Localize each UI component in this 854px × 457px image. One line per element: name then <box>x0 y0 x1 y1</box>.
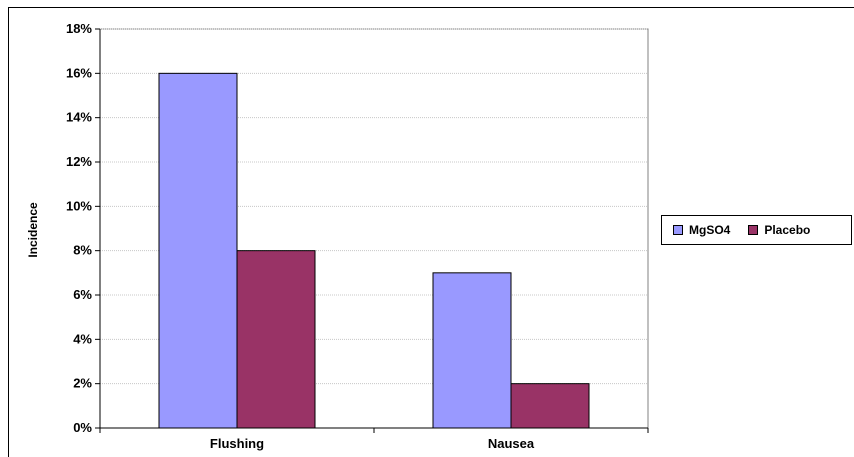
y-axis-label: Incidence <box>26 202 40 258</box>
y-tick-label: 4% <box>73 331 92 346</box>
y-tick-label: 12% <box>66 154 92 169</box>
bar-mgso4-flushing <box>158 72 238 429</box>
bar-mgso4-nausea <box>432 272 512 429</box>
bar-placebo-flushing <box>236 250 316 429</box>
x-tick-labels: Flushing Nausea <box>210 436 535 451</box>
axes <box>95 28 649 433</box>
y-tick-label: 16% <box>66 65 92 80</box>
y-tick-label: 2% <box>73 376 92 391</box>
y-tick-label: 14% <box>66 110 92 125</box>
legend-item-mgso4: MgSO4 <box>673 223 730 237</box>
x-tick-label: Nausea <box>488 436 535 451</box>
bar-placebo-nausea <box>510 383 590 429</box>
y-tick-label: 10% <box>66 198 92 213</box>
legend-item-placebo: Placebo <box>748 223 810 237</box>
y-tick-label: 8% <box>73 243 92 258</box>
legend-swatch-placebo <box>748 225 759 235</box>
bars <box>158 72 590 429</box>
y-tick-label: 18% <box>66 21 92 36</box>
legend-label-placebo: Placebo <box>764 223 811 237</box>
legend-label-mgso4: MgSO4 <box>689 223 731 237</box>
legend-swatch-mgso4 <box>673 225 683 235</box>
y-tick-label: 0% <box>73 420 92 435</box>
y-tick-label: 6% <box>73 287 92 302</box>
chart-frame <box>8 7 854 457</box>
x-tick-label: Flushing <box>210 436 264 451</box>
y-tick-labels: 0% 2% 4% 6% 8% 10% 12% 14% 16% 18% <box>66 21 92 435</box>
legend: MgSO4 Placebo <box>661 215 852 245</box>
